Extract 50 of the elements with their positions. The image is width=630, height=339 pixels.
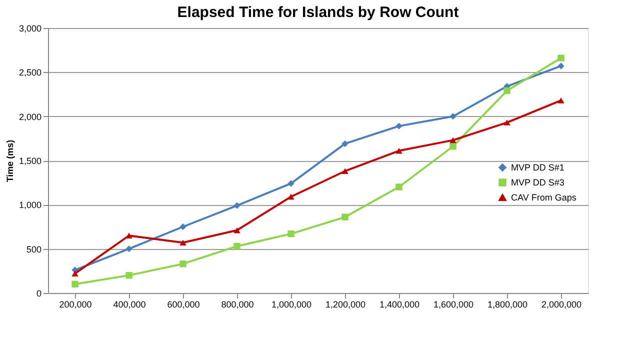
point bbox=[234, 227, 240, 234]
y-tick-label: 0 bbox=[36, 288, 42, 298]
point bbox=[450, 112, 456, 120]
point bbox=[180, 260, 186, 268]
point bbox=[342, 140, 348, 148]
x-tick-label: 200,000 bbox=[59, 300, 92, 310]
point bbox=[342, 168, 348, 174]
x-tick-label: 1,000,000 bbox=[271, 300, 312, 310]
y-tick-label: 1,000 bbox=[18, 200, 42, 210]
y-tick-label: 500 bbox=[26, 244, 42, 254]
point bbox=[72, 280, 78, 288]
point bbox=[288, 180, 294, 187]
point bbox=[342, 214, 348, 220]
point bbox=[396, 122, 402, 130]
y-tick-label: 2,000 bbox=[18, 112, 42, 122]
point bbox=[450, 143, 456, 150]
x-tick-label: 400,000 bbox=[113, 300, 146, 310]
y-tick-label: 2,500 bbox=[18, 68, 42, 78]
point bbox=[504, 87, 510, 94]
x-tick-label: 800,000 bbox=[221, 300, 254, 310]
point bbox=[180, 240, 186, 246]
point bbox=[288, 230, 294, 238]
x-tick-label: 1,600,000 bbox=[433, 300, 474, 310]
x-tick-label: 1,200,000 bbox=[325, 300, 366, 310]
point bbox=[234, 202, 240, 209]
point bbox=[396, 148, 402, 154]
point bbox=[450, 137, 456, 144]
chart-title: Elapsed Time for Islands by Row Count bbox=[177, 4, 459, 21]
y-axis-title: Time (ms) bbox=[4, 140, 15, 182]
y-tick-label: 3,000 bbox=[18, 24, 42, 34]
x-tick-label: 600,000 bbox=[167, 300, 200, 310]
point bbox=[288, 194, 294, 200]
legend-label: MVP DD S#1 bbox=[511, 162, 564, 172]
legend-label: CAV From Gaps bbox=[511, 192, 577, 202]
point bbox=[126, 272, 132, 279]
point bbox=[558, 98, 564, 104]
x-tick-label: 1,800,000 bbox=[487, 300, 528, 310]
y-tick-label: 1,500 bbox=[18, 156, 42, 166]
point bbox=[234, 242, 240, 250]
legend-label: MVP DD S#3 bbox=[511, 178, 564, 188]
point bbox=[180, 223, 186, 230]
x-tick-label: 1,400,000 bbox=[379, 300, 420, 310]
point bbox=[126, 245, 132, 252]
point bbox=[72, 270, 78, 276]
point bbox=[504, 120, 510, 126]
point bbox=[396, 184, 402, 190]
point bbox=[558, 62, 564, 70]
x-tick-label: 2,000,000 bbox=[541, 300, 582, 310]
point bbox=[558, 54, 564, 62]
point bbox=[126, 232, 132, 238]
